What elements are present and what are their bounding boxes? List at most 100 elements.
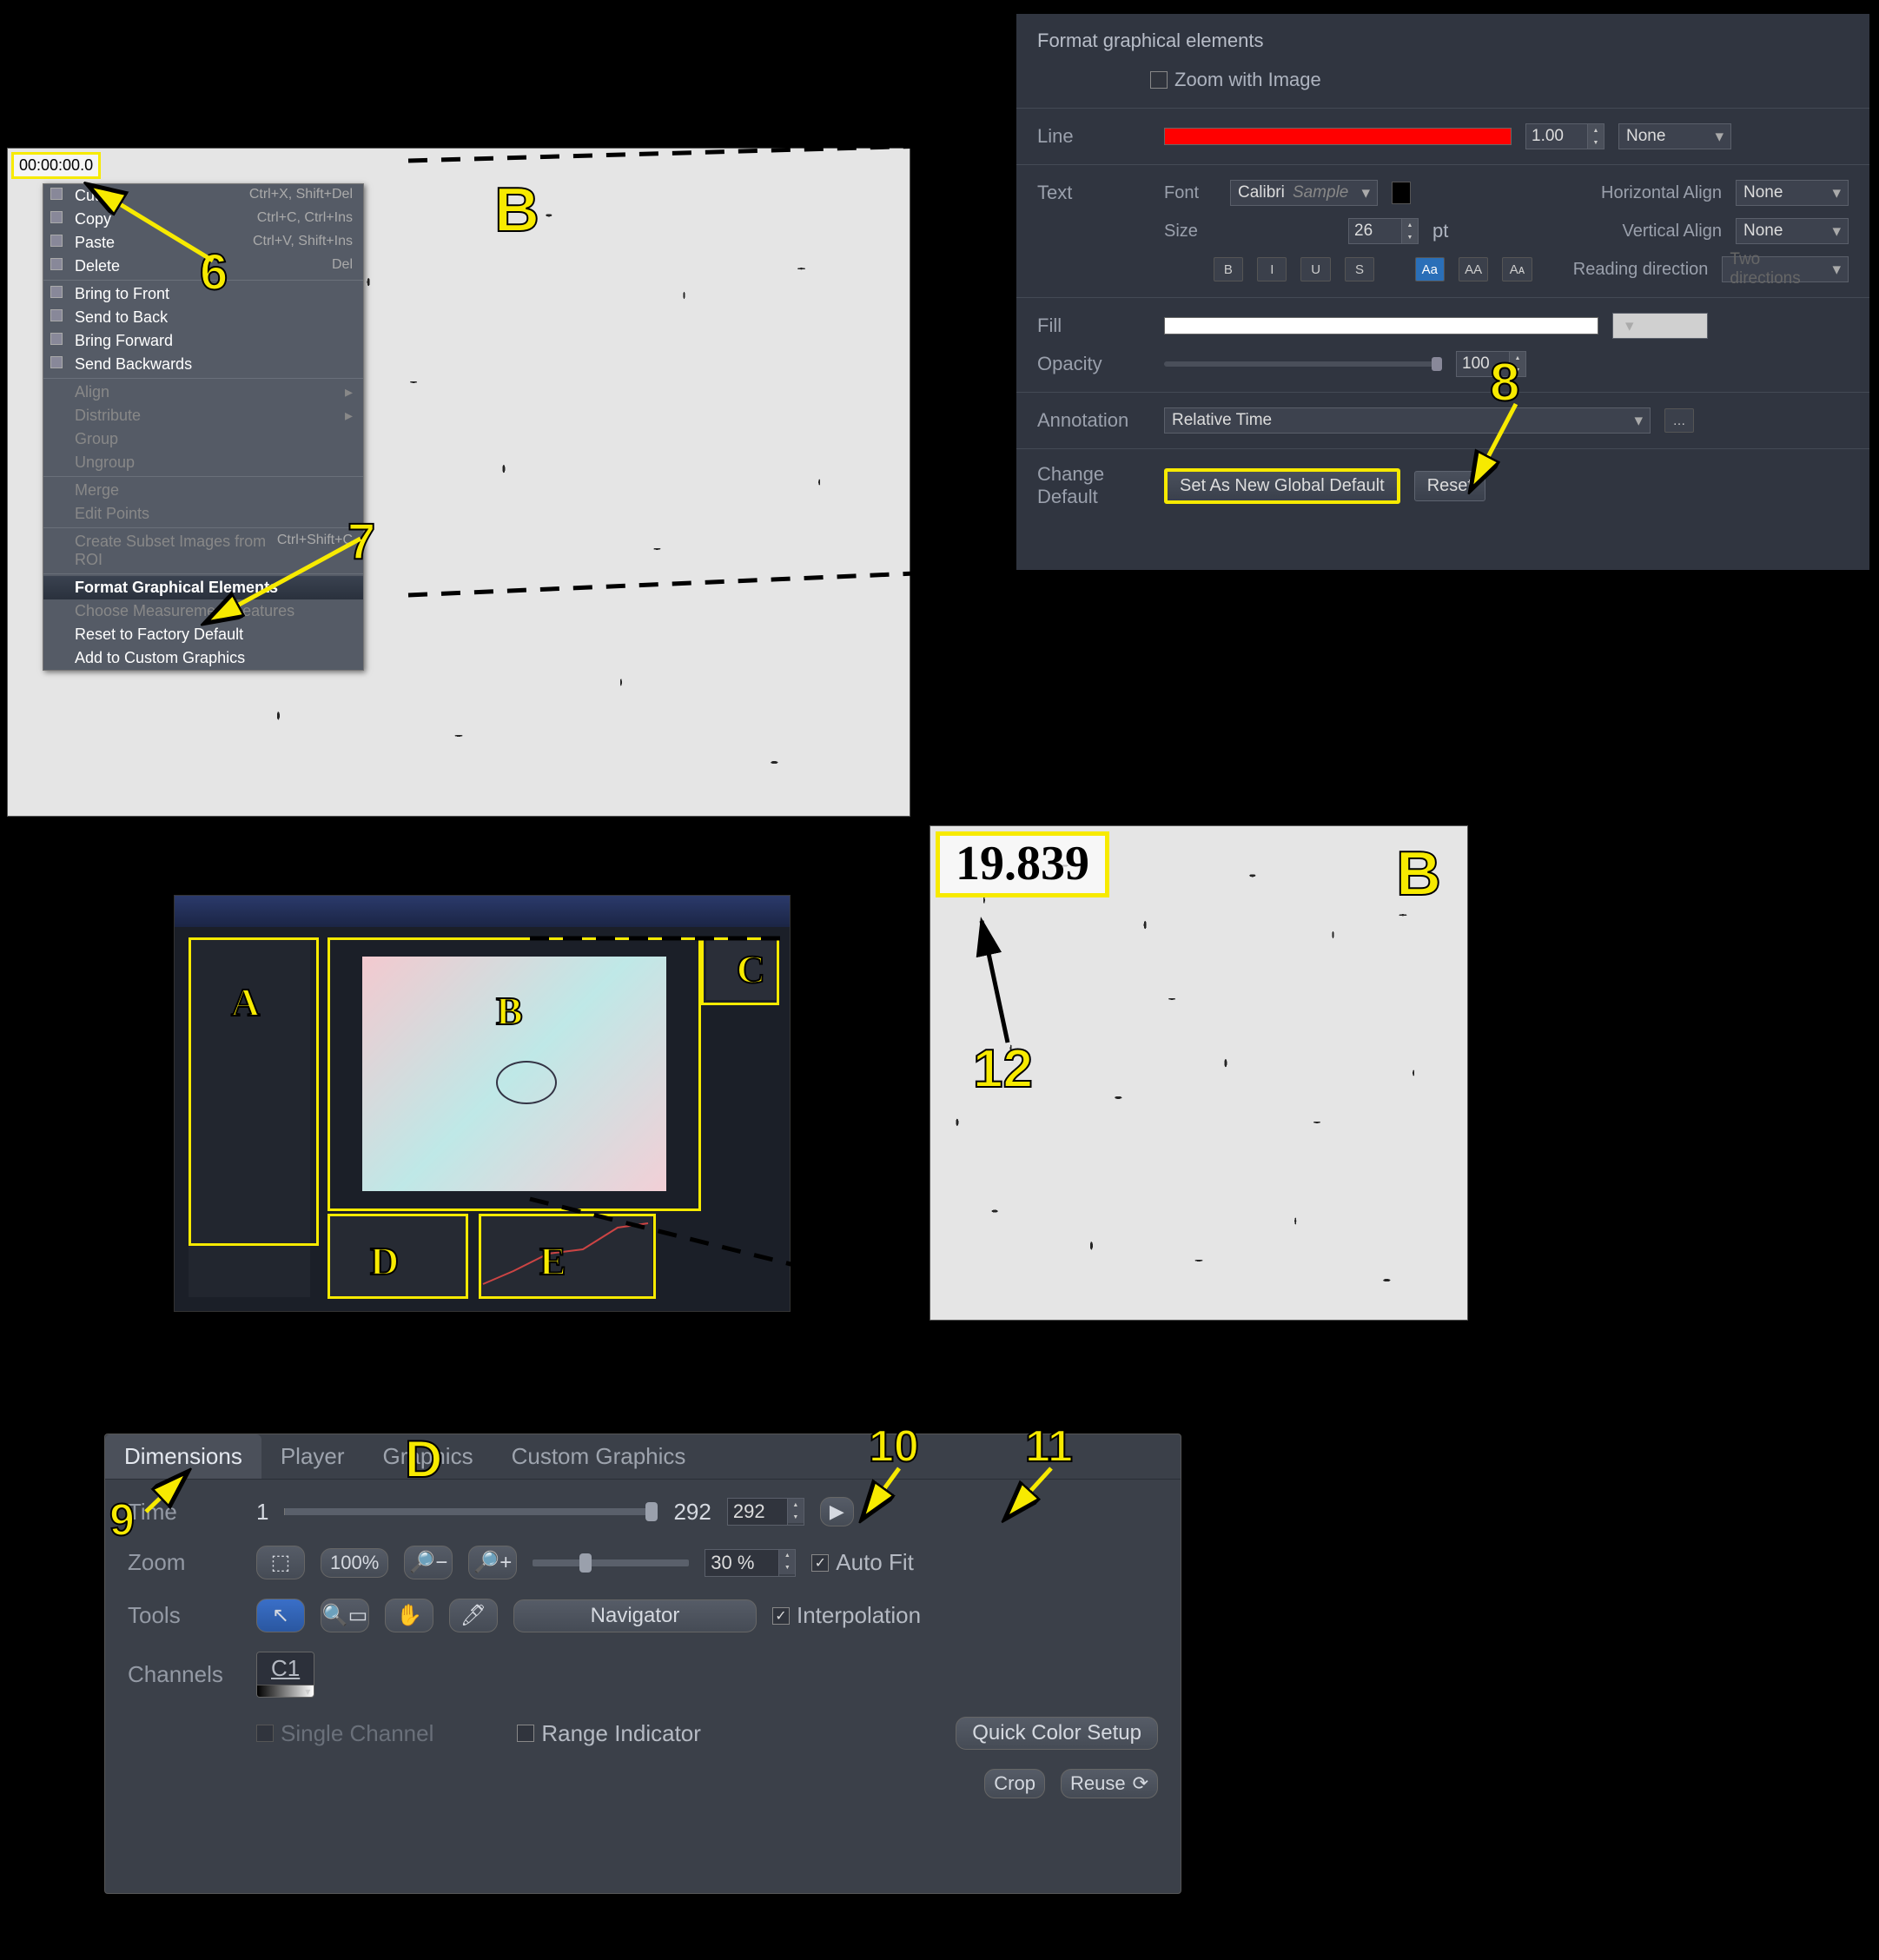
line-style-select[interactable]: None	[1618, 123, 1731, 149]
spin-down-icon[interactable]: ▼	[779, 1562, 795, 1574]
context-menu-item[interactable]: Add to Custom Graphics	[43, 646, 363, 670]
context-menu-item: Distribute▸	[43, 404, 363, 427]
time-min: 1	[256, 1499, 268, 1526]
menu-item-label: Group	[75, 430, 118, 448]
single-channel-checkbox[interactable]: Single Channel	[256, 1720, 433, 1747]
channels-label: Channels	[128, 1661, 241, 1688]
crop-button[interactable]: Crop	[984, 1769, 1045, 1798]
context-menu-item[interactable]: Send Backwards	[43, 353, 363, 376]
change-default-label: Change Default	[1037, 463, 1150, 508]
menu-item-label: Send Backwards	[75, 355, 192, 374]
annotation-add-button[interactable]: …	[1664, 408, 1694, 433]
context-menu-item: Edit Points	[43, 502, 363, 526]
pan-tool[interactable]: ✋	[385, 1599, 433, 1632]
spin-up-icon[interactable]: ▲	[779, 1550, 795, 1562]
spin-down-icon[interactable]: ▼	[1402, 231, 1418, 243]
fill-color-bar[interactable]	[1164, 317, 1598, 334]
opacity-slider[interactable]	[1164, 361, 1442, 367]
time-value-input[interactable]	[727, 1498, 788, 1526]
context-menu-item[interactable]: Send to Back	[43, 306, 363, 329]
timestamp-value: 19.839	[936, 831, 1109, 897]
reading-label: Reading direction	[1560, 260, 1709, 280]
valign-label: Vertical Align	[1600, 222, 1722, 242]
reading-direction-select[interactable]: Two directions	[1722, 256, 1849, 282]
line-color-swatch[interactable]	[1164, 128, 1512, 145]
range-indicator-checkbox[interactable]: Range Indicator	[517, 1720, 701, 1747]
spin-up-icon[interactable]: ▲	[1588, 124, 1604, 136]
zoom-out-icon: 🔎−	[409, 1550, 447, 1575]
submenu-arrow-icon: ▸	[345, 383, 353, 401]
checkbox-icon	[1150, 71, 1168, 89]
pt-label: pt	[1432, 220, 1448, 242]
time-slider[interactable]	[284, 1508, 658, 1515]
navigator-button[interactable]: Navigator	[513, 1599, 757, 1632]
zoom-100-button[interactable]: 100%	[321, 1548, 388, 1578]
context-menu-item: Ungroup	[43, 451, 363, 474]
text-label: Text	[1037, 182, 1150, 204]
layer-bwd-icon	[50, 356, 63, 368]
menu-item-label: Send to Back	[75, 308, 168, 327]
case-AA-button[interactable]: AA	[1459, 257, 1488, 281]
menu-item-label: Distribute	[75, 407, 141, 425]
valign-select[interactable]: None	[1736, 218, 1849, 244]
zoom-with-image-checkbox[interactable]: Zoom with Image	[1150, 69, 1321, 91]
case-aa-button[interactable]: Aᴀ	[1502, 257, 1532, 281]
marquee-tool[interactable]: 🔍▭	[321, 1599, 369, 1632]
zoom-label: Zoom	[128, 1549, 241, 1576]
line-width-input[interactable]	[1525, 123, 1588, 149]
spin-up-icon[interactable]: ▲	[788, 1499, 804, 1511]
panel-title: Format graphical elements	[1037, 30, 1849, 52]
tab-player[interactable]: Player	[261, 1434, 364, 1479]
eyedropper-tool[interactable]: 🖊	[449, 1599, 498, 1632]
text-color-swatch[interactable]	[1392, 182, 1411, 204]
slider-thumb-icon[interactable]	[579, 1553, 592, 1573]
menu-shortcut: Ctrl+X, Shift+Del	[249, 187, 353, 205]
annotation-select[interactable]: Relative Time	[1164, 407, 1651, 434]
zoom-in-button[interactable]: 🔎+	[468, 1546, 517, 1579]
strike-button[interactable]: S	[1345, 257, 1374, 281]
interpolation-checkbox[interactable]: ✓Interpolation	[772, 1602, 921, 1629]
zoom-fit-button[interactable]: ⬚	[256, 1546, 305, 1579]
zoom-out-button[interactable]: 🔎−	[404, 1546, 453, 1579]
set-global-default-button[interactable]: Set As New Global Default	[1164, 468, 1400, 504]
halign-select[interactable]: None	[1736, 180, 1849, 206]
region-label-D: D	[370, 1242, 399, 1281]
channel-C1[interactable]: C1	[257, 1652, 314, 1685]
menu-item-label: Merge	[75, 481, 119, 500]
spin-down-icon[interactable]: ▼	[1588, 136, 1604, 149]
slider-thumb-icon[interactable]	[645, 1502, 658, 1521]
play-button[interactable]: ▶	[820, 1497, 854, 1526]
autofit-checkbox[interactable]: ✓Auto Fit	[811, 1549, 914, 1576]
bold-button[interactable]: B	[1214, 257, 1243, 281]
time-max: 292	[673, 1499, 711, 1526]
copy-icon	[50, 211, 63, 223]
italic-button[interactable]: I	[1257, 257, 1287, 281]
font-select[interactable]: CalibriSample	[1230, 180, 1378, 206]
font-size-input[interactable]	[1348, 218, 1402, 244]
spin-up-icon[interactable]: ▲	[1402, 219, 1418, 231]
zoom-in-icon: 🔎+	[473, 1550, 512, 1575]
region-label-B: B	[496, 991, 523, 1031]
layer-front-icon	[50, 286, 63, 298]
cut-icon	[50, 188, 63, 200]
opacity-label: Opacity	[1037, 353, 1150, 375]
layer-fwd-icon	[50, 333, 63, 345]
spin-down-icon[interactable]: ▼	[788, 1511, 804, 1523]
context-menu-item[interactable]: Bring Forward	[43, 329, 363, 353]
fit-icon: ⬚	[271, 1550, 291, 1575]
tools-label: Tools	[128, 1602, 241, 1629]
menu-item-label: Add to Custom Graphics	[75, 649, 245, 667]
zoom-value-input[interactable]	[705, 1549, 779, 1577]
case-Aa-button[interactable]: Aa	[1415, 257, 1445, 281]
pointer-tool[interactable]: ↖	[256, 1599, 305, 1632]
menu-item-label: Align	[75, 383, 109, 401]
tab-custom-graphics[interactable]: Custom Graphics	[493, 1434, 705, 1479]
panel-label-B-zoom: B	[1396, 838, 1441, 910]
fill-color-picker[interactable]	[1612, 313, 1708, 339]
zoom-slider[interactable]	[533, 1559, 689, 1566]
quick-color-setup-button[interactable]: Quick Color Setup	[956, 1717, 1158, 1750]
reuse-button[interactable]: Reuse ⟳	[1061, 1769, 1158, 1798]
context-menu-item: Group	[43, 427, 363, 451]
underline-button[interactable]: U	[1300, 257, 1330, 281]
slider-thumb-icon[interactable]	[1432, 357, 1442, 371]
